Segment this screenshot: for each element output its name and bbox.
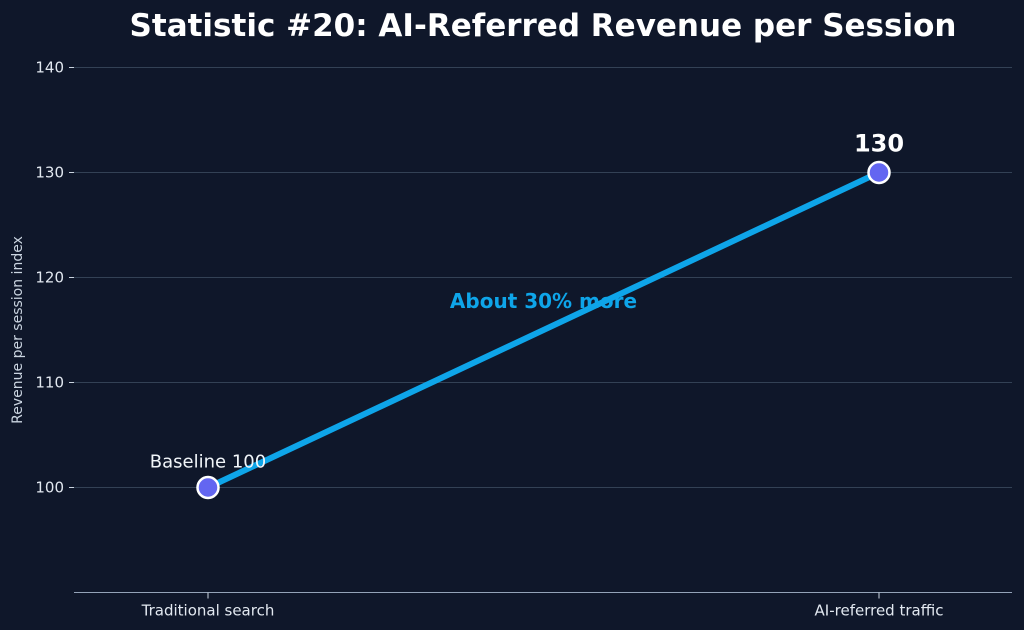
y-tick-label-120: 120 bbox=[35, 269, 64, 287]
x-tick-label-1: AI-referred traffic bbox=[815, 602, 944, 620]
y-tick-label-140: 140 bbox=[35, 59, 64, 77]
y-axis-label: Revenue per session index bbox=[10, 236, 26, 424]
y-tick-label-130: 130 bbox=[35, 164, 64, 182]
y-tick-label-110: 110 bbox=[35, 374, 64, 392]
x-tick-label-0: Traditional search bbox=[141, 602, 275, 620]
point-label-0: Baseline 100 bbox=[150, 452, 266, 473]
axes: 100 110 120 130 140 Traditional search AI-refe… bbox=[35, 59, 1012, 620]
data-point-0 bbox=[196, 475, 220, 500]
grid-lines bbox=[74, 67, 1012, 488]
data-point-1 bbox=[867, 160, 891, 185]
chart-title: Statistic #20: AI-Referred Revenue per S… bbox=[130, 8, 957, 44]
labels: Baseline 100 130 About 30% more bbox=[150, 130, 904, 473]
series bbox=[196, 160, 891, 500]
y-tick-label-100: 100 bbox=[35, 479, 64, 497]
series-line-0 bbox=[205, 169, 882, 491]
annotation-label: About 30% more bbox=[450, 289, 637, 313]
point-label-1: 130 bbox=[854, 130, 904, 158]
